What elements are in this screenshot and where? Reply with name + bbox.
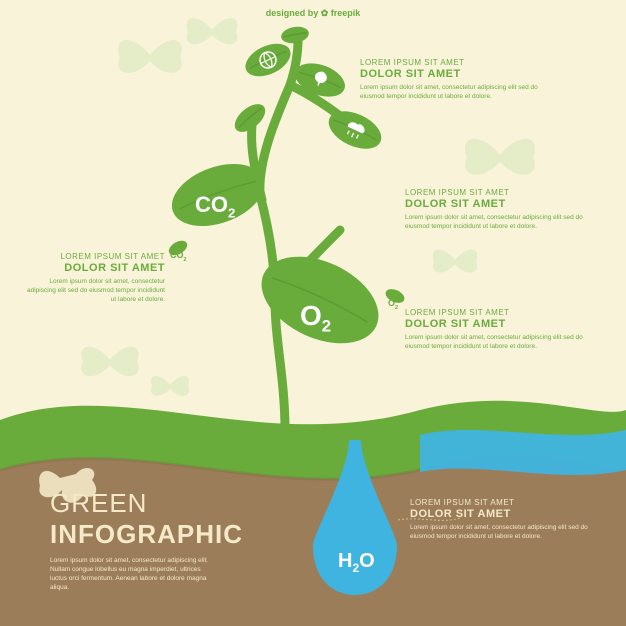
body-text: Lorem ipsum dolor sit amet, consectetur …: [405, 333, 585, 351]
plant-stem: [252, 40, 345, 430]
title-line2: INFOGRAPHIC: [50, 519, 243, 550]
heading: DOLOR SIT AMET: [25, 262, 165, 274]
formula-co2-main: CO2: [195, 192, 235, 220]
eyebrow: LOREM IPSUM SIT AMET: [405, 188, 585, 197]
formula-h2o: H2O: [338, 550, 375, 575]
butterfly-decoration: [187, 18, 238, 44]
title-body: Lorem ipsum dolor sit amet, consectetur …: [50, 556, 210, 592]
text-block-tb4: LOREM IPSUM SIT AMETDOLOR SIT AMET Lorem …: [25, 252, 165, 304]
eyebrow: LOREM IPSUM SIT AMET: [25, 252, 165, 261]
heading: DOLOR SIT AMET: [405, 198, 585, 210]
formula-o2-main: O2: [300, 300, 331, 337]
leaf: [240, 37, 295, 83]
butterfly-decoration: [151, 376, 189, 396]
eyebrow: LOREM IPSUM SIT AMET: [410, 498, 590, 507]
body-text: Lorem ipsum dolor sit amet, consectetur …: [360, 83, 540, 101]
formula-co2-mini: CO2: [170, 250, 187, 263]
body-text: Lorem ipsum dolor sit amet, consectetur …: [410, 523, 590, 541]
text-block-tb5: LOREM IPSUM SIT AMETDOLOR SIT AMET Lorem …: [410, 498, 590, 541]
credit-text: designed by ✿ freepik: [0, 8, 626, 19]
body-text: Lorem ipsum dolor sit amet, consectetur …: [25, 277, 165, 304]
text-block-tb1: LOREM IPSUM SIT AMETDOLOR SIT AMET Lorem …: [360, 58, 540, 101]
text-block-tb2: LOREM IPSUM SIT AMETDOLOR SIT AMET Lorem …: [405, 188, 585, 231]
butterfly-decoration: [81, 347, 138, 376]
body-text: Lorem ipsum dolor sit amet, consectetur …: [405, 213, 585, 231]
butterfly-decoration: [118, 40, 182, 73]
title-line1: GREEN: [50, 488, 243, 519]
text-block-tb3: LOREM IPSUM SIT AMETDOLOR SIT AMET Lorem …: [405, 308, 585, 351]
formula-o2-mini: O2: [388, 298, 398, 311]
main-title: GREENINFOGRAPHIC Lorem ipsum dolor sit am…: [50, 488, 243, 592]
water-pool: [420, 430, 626, 475]
heading: DOLOR SIT AMET: [410, 508, 590, 520]
leaf: [280, 25, 310, 46]
heading: DOLOR SIT AMET: [360, 68, 540, 80]
eyebrow: LOREM IPSUM SIT AMET: [360, 58, 540, 67]
butterfly-decoration: [433, 250, 478, 273]
eyebrow: LOREM IPSUM SIT AMET: [405, 308, 585, 317]
heading: DOLOR SIT AMET: [405, 318, 585, 330]
butterfly-decoration: [465, 139, 535, 175]
infographic-canvas: designed by ✿ freepik LOREM IPSUM SIT AME…: [0, 0, 626, 626]
